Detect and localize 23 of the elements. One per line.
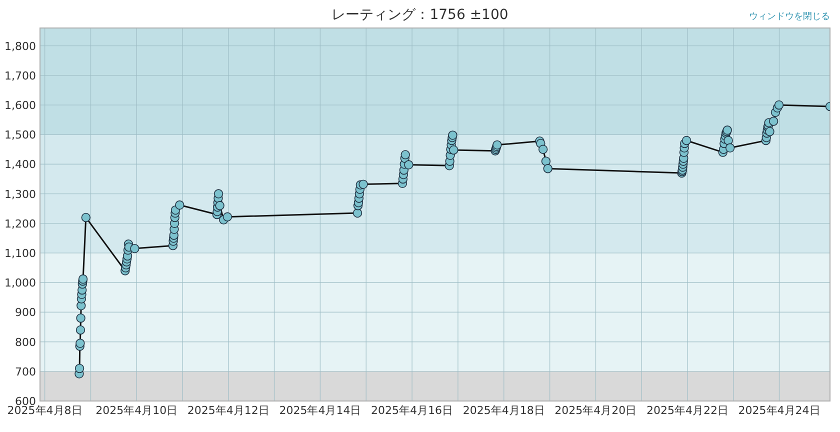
- y-tick-label: 1,400: [4, 158, 36, 172]
- x-tick-label: 2025年4月20日: [554, 404, 637, 417]
- x-tick-label: 2025年4月16日: [371, 404, 454, 417]
- y-tick-label: 1,200: [4, 217, 36, 230]
- chart-title: レーティング：1756 ±100: [332, 7, 508, 23]
- y-tick-label: 1,300: [4, 188, 36, 201]
- y-tick-label: 1,800: [4, 40, 36, 53]
- y-tick-label: 900: [15, 306, 36, 320]
- x-tick-label: 2025年4月10日: [96, 404, 178, 417]
- x-tick-label: 2025年4月22日: [646, 404, 728, 417]
- x-tick-label: 2025年4月18日: [462, 404, 545, 417]
- y-tick-label: 1,500: [4, 128, 36, 142]
- y-tick-label: 1,000: [4, 276, 36, 290]
- x-tick-label: 2025年4月12日: [187, 404, 270, 417]
- y-tick-label: 1,100: [4, 246, 36, 260]
- y-tick-label: 700: [15, 365, 36, 378]
- x-tick-label: 2025年4月14日: [279, 404, 362, 417]
- y-tick-label: 800: [15, 336, 36, 349]
- y-tick-label: 1,600: [4, 98, 36, 112]
- x-tick-label: 2025年4月8日: [7, 404, 82, 417]
- text: ウィンドウを閉じる: [749, 11, 830, 22]
- y-tick-label: 1,700: [4, 69, 36, 82]
- x-tick-label: 2025年4月24日: [738, 404, 820, 417]
